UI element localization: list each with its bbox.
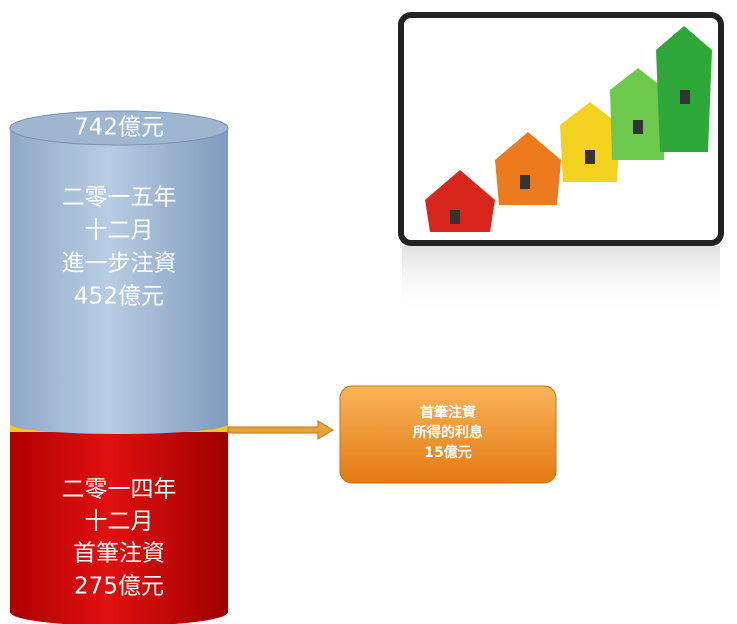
segment-text: 二零一五年	[62, 185, 177, 211]
segment-text: 進一步注資	[62, 251, 177, 277]
callout-text: 15億元	[424, 444, 471, 461]
segment-text: 275億元	[74, 574, 164, 600]
callout-text: 所得的利息	[413, 424, 483, 441]
segment-text: 十二月	[85, 509, 154, 535]
houses	[425, 26, 712, 232]
segment-text: 十二月	[85, 218, 154, 244]
cylinder: 742億元 二零一五年 十二月 進一步注資 452億元 二零一四年 十二月 首筆…	[9, 110, 229, 624]
cylinder-top	[9, 110, 229, 146]
arrow	[227, 420, 334, 440]
segment-text: 首筆注資	[73, 541, 165, 567]
segment-text: 二零一四年	[62, 477, 177, 503]
top-segment	[10, 130, 228, 434]
reflection	[402, 246, 720, 316]
bottom-segment	[10, 425, 228, 624]
callout-text: 首筆注資	[420, 404, 476, 421]
picture	[398, 12, 724, 316]
callout: 首筆注資 所得的利息 15億元	[339, 385, 557, 484]
callout-box	[339, 385, 557, 484]
total-label: 742億元	[74, 115, 164, 141]
segment-text: 452億元	[74, 284, 164, 310]
